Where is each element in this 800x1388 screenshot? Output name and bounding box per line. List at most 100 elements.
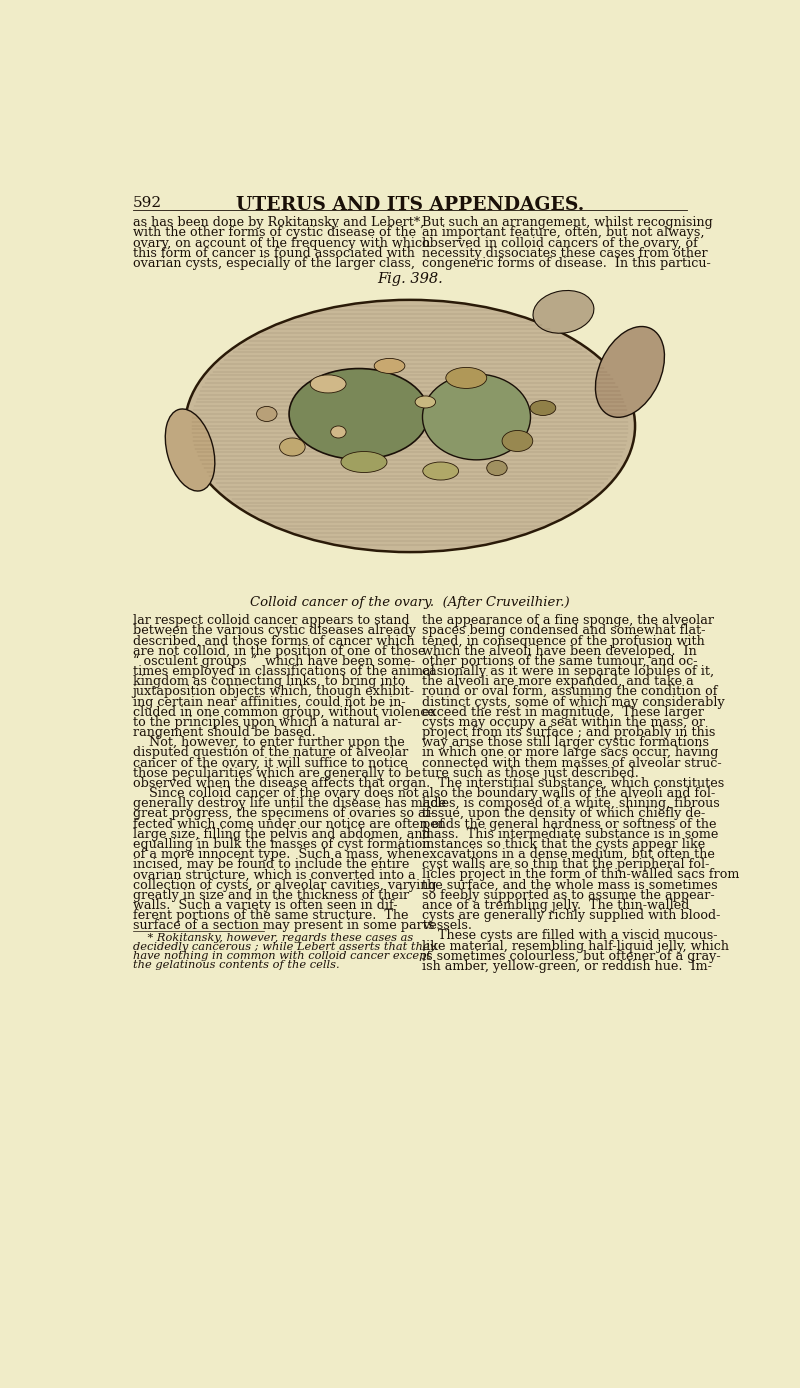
Text: ferent portions of the same structure.  The: ferent portions of the same structure. T… xyxy=(133,909,408,922)
Text: greatly in size and in the thickness of their: greatly in size and in the thickness of … xyxy=(133,888,409,902)
Text: But such an arrangement, whilst recognising: But such an arrangement, whilst recognis… xyxy=(422,217,712,229)
Text: mass.  This intermediate substance is in some: mass. This intermediate substance is in … xyxy=(422,827,718,841)
Text: cysts may occupy a seat within the mass, or: cysts may occupy a seat within the mass,… xyxy=(422,716,705,729)
Text: between the various cystic diseases already: between the various cystic diseases alre… xyxy=(133,625,415,637)
Text: cluded in one common group, without violence: cluded in one common group, without viol… xyxy=(133,705,434,719)
Text: observed when the disease affects that organ.: observed when the disease affects that o… xyxy=(133,777,430,790)
Text: generally destroy life until the disease has made: generally destroy life until the disease… xyxy=(133,797,446,811)
Text: ture such as those just described.: ture such as those just described. xyxy=(422,766,638,780)
Text: tissue, upon the density of which chiefly de-: tissue, upon the density of which chiefl… xyxy=(422,808,705,820)
Text: spaces being condensed and somewhat flat-: spaces being condensed and somewhat flat… xyxy=(422,625,705,637)
Text: Since colloid cancer of the ovary does not: Since colloid cancer of the ovary does n… xyxy=(133,787,418,799)
Text: * Rokitansky, however, regards these cases as: * Rokitansky, however, regards these cas… xyxy=(133,933,413,944)
Bar xyxy=(154,287,666,589)
Ellipse shape xyxy=(257,407,277,422)
Ellipse shape xyxy=(330,426,346,439)
Text: ovarian cysts, especially of the larger class,: ovarian cysts, especially of the larger … xyxy=(133,257,414,271)
Text: kingdom as connecting links, to bring into: kingdom as connecting links, to bring in… xyxy=(133,676,405,688)
Text: lar respect colloid cancer appears to stand: lar respect colloid cancer appears to st… xyxy=(133,615,409,627)
Text: casionally as it were in separate lobules of it,: casionally as it were in separate lobule… xyxy=(422,665,714,679)
Ellipse shape xyxy=(486,461,507,476)
Ellipse shape xyxy=(446,368,486,389)
Text: Colloid cancer of the ovary.  (After Cruveilhier.): Colloid cancer of the ovary. (After Cruv… xyxy=(250,595,570,609)
Text: ing certain near affinities, could not be in-: ing certain near affinities, could not b… xyxy=(133,695,405,709)
Text: licles, is composed of a white, shining, fibrous: licles, is composed of a white, shining,… xyxy=(422,797,719,811)
Text: also the boundary walls of the alveoli and fol-: also the boundary walls of the alveoli a… xyxy=(422,787,715,799)
Text: those peculiarities which are generally to be: those peculiarities which are generally … xyxy=(133,766,421,780)
Text: the alveoli are more expanded, and take a: the alveoli are more expanded, and take … xyxy=(422,676,694,688)
Text: surface of a section may present in some parts: surface of a section may present in some… xyxy=(133,919,434,933)
Ellipse shape xyxy=(530,401,556,415)
Text: like material, resembling half-liquid jelly, which: like material, resembling half-liquid je… xyxy=(422,940,729,952)
Text: excavations in a dense medium, but often the: excavations in a dense medium, but often… xyxy=(422,848,714,861)
Text: great progress, the specimens of ovaries so af-: great progress, the specimens of ovaries… xyxy=(133,808,434,820)
Text: the surface, and the whole mass is sometimes: the surface, and the whole mass is somet… xyxy=(422,879,718,891)
Text: “ osculent groups ”  which have been some-: “ osculent groups ” which have been some… xyxy=(133,655,414,668)
Text: distinct cysts, some of which may considerably: distinct cysts, some of which may consid… xyxy=(422,695,724,709)
Ellipse shape xyxy=(374,358,405,373)
Ellipse shape xyxy=(185,300,635,552)
Text: project from its surface ; and probably in this: project from its surface ; and probably … xyxy=(422,726,715,740)
Text: have nothing in common with colloid cancer except: have nothing in common with colloid canc… xyxy=(133,951,430,960)
Text: as has been done by Rokitansky and Lebert*,: as has been done by Rokitansky and Leber… xyxy=(133,217,424,229)
Text: collection of cysts, or alveolar cavities, varying: collection of cysts, or alveolar cavitie… xyxy=(133,879,436,891)
Text: 592: 592 xyxy=(133,196,162,210)
Ellipse shape xyxy=(533,290,594,333)
Text: tened, in consequence of the profusion with: tened, in consequence of the profusion w… xyxy=(422,634,704,648)
Text: licles project in the form of thin-walled sacs from: licles project in the form of thin-walle… xyxy=(422,869,739,881)
Text: way arise those still larger cystic formations: way arise those still larger cystic form… xyxy=(422,736,709,750)
Text: cancer of the ovary, it will suffice to notice: cancer of the ovary, it will suffice to … xyxy=(133,756,407,769)
Text: incised, may be found to include the entire: incised, may be found to include the ent… xyxy=(133,858,409,872)
Text: connected with them masses of alveolar struc-: connected with them masses of alveolar s… xyxy=(422,756,722,769)
Text: this form of cancer is found associated with: this form of cancer is found associated … xyxy=(133,247,414,260)
Text: which the alveoli have been developed.  In: which the alveoli have been developed. I… xyxy=(422,645,696,658)
Ellipse shape xyxy=(310,375,346,393)
Ellipse shape xyxy=(595,326,665,418)
Text: vessels.: vessels. xyxy=(422,919,472,933)
Text: the gelatinous contents of the cells.: the gelatinous contents of the cells. xyxy=(133,960,339,970)
Text: described, and those forms of cancer which: described, and those forms of cancer whi… xyxy=(133,634,414,648)
Text: walls.  Such a variety is often seen in dif-: walls. Such a variety is often seen in d… xyxy=(133,899,397,912)
Text: of a more innocent type.  Such a mass, when: of a more innocent type. Such a mass, wh… xyxy=(133,848,421,861)
Text: large size, filling the pelvis and abdomen, and: large size, filling the pelvis and abdom… xyxy=(133,827,430,841)
Text: pends the general hardness or softness of the: pends the general hardness or softness o… xyxy=(422,818,716,830)
Text: The interstitial substance, which constitutes: The interstitial substance, which consti… xyxy=(422,777,724,790)
Ellipse shape xyxy=(422,462,458,480)
Text: an important feature, often, but not always,: an important feature, often, but not alw… xyxy=(422,226,704,239)
Text: congeneric forms of disease.  In this particu-: congeneric forms of disease. In this par… xyxy=(422,257,710,271)
Text: so feebly supported as to assume the appear-: so feebly supported as to assume the app… xyxy=(422,888,714,902)
Text: decidedly cancerous ; while Lebert asserts that they: decidedly cancerous ; while Lebert asser… xyxy=(133,942,435,952)
Text: rangement should be based.: rangement should be based. xyxy=(133,726,315,740)
Ellipse shape xyxy=(422,375,530,459)
Text: cysts are generally richly supplied with blood-: cysts are generally richly supplied with… xyxy=(422,909,720,922)
Text: the appearance of a fine sponge, the alveolar: the appearance of a fine sponge, the alv… xyxy=(422,615,714,627)
Text: with the other forms of cystic disease of the: with the other forms of cystic disease o… xyxy=(133,226,416,239)
Text: ance of a trembling jelly.  The thin-walled: ance of a trembling jelly. The thin-wall… xyxy=(422,899,689,912)
Text: exceed the rest in magnitude.  These larger: exceed the rest in magnitude. These larg… xyxy=(422,705,704,719)
Text: Fig. 398.: Fig. 398. xyxy=(377,272,443,286)
Text: cyst walls are so thin that the peripheral fol-: cyst walls are so thin that the peripher… xyxy=(422,858,709,872)
Ellipse shape xyxy=(415,396,435,408)
Text: necessity dissociates these cases from other: necessity dissociates these cases from o… xyxy=(422,247,707,260)
Text: disputed question of the nature of alveolar: disputed question of the nature of alveo… xyxy=(133,747,408,759)
Ellipse shape xyxy=(289,369,429,459)
Text: juxtaposition objects which, though exhibit-: juxtaposition objects which, though exhi… xyxy=(133,686,414,698)
Text: fected which come under our notice are often of: fected which come under our notice are o… xyxy=(133,818,443,830)
Text: times employed in classifications of the animal: times employed in classifications of the… xyxy=(133,665,434,679)
Text: equalling in bulk the masses of cyst formation: equalling in bulk the masses of cyst for… xyxy=(133,838,430,851)
Text: Not, however, to enter further upon the: Not, however, to enter further upon the xyxy=(133,736,404,750)
Ellipse shape xyxy=(166,409,215,491)
Text: ovary, on account of the frequency with which: ovary, on account of the frequency with … xyxy=(133,236,430,250)
Text: round or oval form, assuming the condition of: round or oval form, assuming the conditi… xyxy=(422,686,717,698)
Ellipse shape xyxy=(341,451,387,472)
Text: other portions of the same tumour, and oc-: other portions of the same tumour, and o… xyxy=(422,655,697,668)
Text: to the principles upon which a natural ar-: to the principles upon which a natural a… xyxy=(133,716,402,729)
Text: observed in colloid cancers of the ovary, of: observed in colloid cancers of the ovary… xyxy=(422,236,698,250)
Ellipse shape xyxy=(502,430,533,451)
Ellipse shape xyxy=(279,439,305,457)
Text: These cysts are filled with a viscid mucous-: These cysts are filled with a viscid muc… xyxy=(422,930,717,942)
Text: in which one or more large sacs occur, having: in which one or more large sacs occur, h… xyxy=(422,747,718,759)
Text: instances so thick that the cysts appear like: instances so thick that the cysts appear… xyxy=(422,838,705,851)
Text: are not colloid, in the position of one of those: are not colloid, in the position of one … xyxy=(133,645,425,658)
Text: UTERUS AND ITS APPENDAGES.: UTERUS AND ITS APPENDAGES. xyxy=(236,196,584,214)
